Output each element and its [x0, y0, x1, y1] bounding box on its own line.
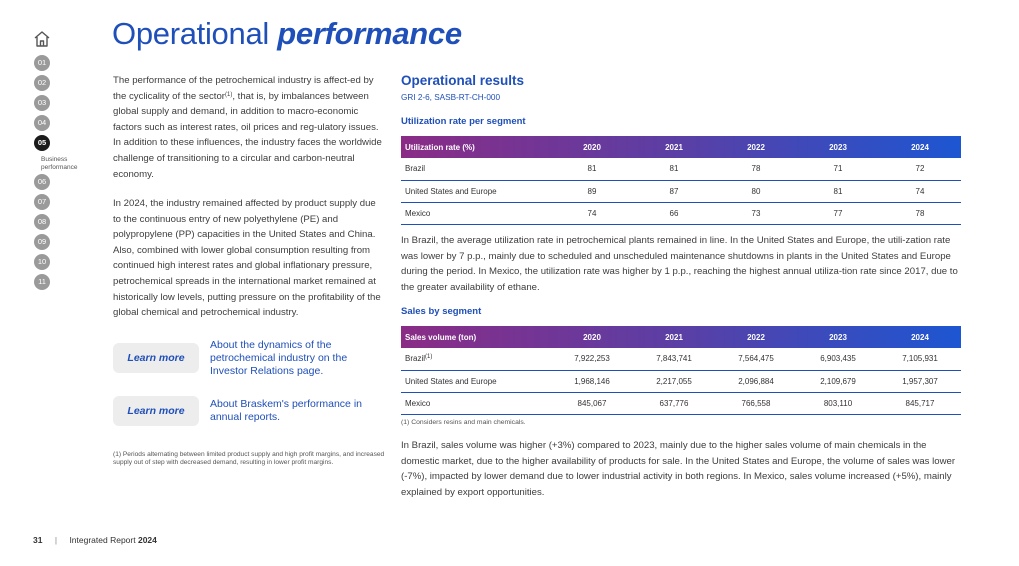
nav-item-11[interactable]: 11: [34, 274, 50, 290]
table-cell: Mexico: [401, 392, 551, 415]
table-cell: 81: [797, 180, 879, 203]
table-cell: 2,109,679: [797, 370, 879, 393]
table-cell: 2,096,884: [715, 370, 797, 393]
table-row: United States and Europe 89 87 80 81 74: [401, 180, 961, 203]
table-cell: 803,110: [797, 392, 879, 415]
sales-table-title: Sales by segment: [401, 306, 482, 317]
table-cell: United States and Europe: [401, 370, 551, 393]
table-cell: 78: [879, 202, 961, 225]
utilization-commentary: In Brazil, the average utilization rate …: [401, 235, 958, 293]
table-header: Sales volume (ton): [405, 332, 477, 342]
home-icon[interactable]: [33, 30, 51, 48]
table-header: 2020: [583, 142, 601, 152]
page-number: 31: [33, 535, 43, 545]
table-cell: 81: [633, 158, 715, 181]
table-cell: 6,903,435: [797, 348, 879, 371]
table-header: 2020: [583, 332, 601, 342]
table-cell: 74: [879, 180, 961, 203]
intro-text-a: The performance of the petrochemical ind…: [113, 75, 374, 102]
sales-table-footnote: (1) Considers resins and main chemicals.: [401, 419, 526, 426]
intro-paragraph: The performance of the petrochemical ind…: [113, 73, 385, 182]
nav-active-section-label: Business performance: [41, 156, 78, 171]
footnote-marker: (1): [425, 354, 433, 361]
table-header: 2023: [829, 142, 847, 152]
table-cell: 74: [551, 202, 633, 225]
nav-item-10[interactable]: 10: [34, 254, 50, 270]
nav-item-06[interactable]: 06: [34, 174, 50, 190]
nav-item-02[interactable]: 02: [34, 75, 50, 91]
utilization-table: Utilization rate (%) 2020 2021 2022 2023…: [401, 136, 961, 225]
table-cell: 2,217,055: [633, 370, 715, 393]
table-header: Utilization rate (%): [405, 142, 475, 152]
page-title-normal: Operational: [112, 16, 269, 51]
table-cell: 845,067: [551, 392, 633, 415]
learn-more-button-annual[interactable]: Learn more: [113, 396, 199, 426]
table-row: Mexico 74 66 73 77 78: [401, 202, 961, 225]
table-cell: 77: [797, 202, 879, 225]
table-cell: 766,558: [715, 392, 797, 415]
table-header-row: Sales volume (ton) 2020 2021 2022 2023 2…: [401, 326, 961, 348]
table-cell: 71: [797, 158, 879, 181]
table-header-row: Utilization rate (%) 2020 2021 2022 2023…: [401, 136, 961, 158]
left-footnote: (1) Periods alternating between limited …: [113, 451, 385, 467]
section-subtitle: GRI 2-6, SASB-RT-CH-000: [401, 93, 501, 102]
table-cell: 80: [715, 180, 797, 203]
page-title: Operational performance: [112, 16, 462, 52]
table-header: 2021: [665, 332, 683, 342]
table-cell: 78: [715, 158, 797, 181]
nav-item-07[interactable]: 07: [34, 194, 50, 210]
table-row: United States and Europe 1,968,146 2,217…: [401, 370, 961, 393]
nav-item-08[interactable]: 08: [34, 214, 50, 230]
row-label: Brazil: [405, 354, 426, 364]
table-cell: 7,105,931: [879, 348, 961, 371]
nav-item-05[interactable]: 05: [34, 135, 50, 151]
table-cell: 7,922,253: [551, 348, 633, 371]
table-cell: 72: [879, 158, 961, 181]
footnote-marker: (1): [224, 91, 233, 98]
table-row: Brazil(1) 7,922,253 7,843,741 7,564,475 …: [401, 348, 961, 371]
table-header: 2024: [911, 142, 929, 152]
nav-item-01[interactable]: 01: [34, 55, 50, 71]
table-cell: 637,776: [633, 392, 715, 415]
table-cell: Brazil(1): [401, 348, 551, 371]
table-cell: 73: [715, 202, 797, 225]
table-cell: 845,717: [879, 392, 961, 415]
page-footer: 31 | Integrated Report 2024: [33, 535, 157, 545]
table-row: Mexico 845,067 637,776 766,558 803,110 8…: [401, 392, 961, 415]
table-cell: Brazil: [401, 158, 551, 181]
utilization-table-title: Utilization rate per segment: [401, 116, 526, 127]
page-title-bold: performance: [277, 16, 462, 51]
footer-separator: |: [54, 535, 58, 545]
table-cell: 66: [633, 202, 715, 225]
sales-table: Sales volume (ton) 2020 2021 2022 2023 2…: [401, 326, 961, 415]
table-header: 2021: [665, 142, 683, 152]
table-header: 2023: [829, 332, 847, 342]
learn-more-link-ir[interactable]: About the dynamics of the petrochemical …: [210, 339, 348, 377]
table-cell: 1,957,307: [879, 370, 961, 393]
intro-text-b: , that is, by imbalances between global …: [113, 90, 382, 180]
table-row: Brazil 81 81 78 71 72: [401, 158, 961, 181]
nav-item-04[interactable]: 04: [34, 115, 50, 131]
table-header: 2024: [911, 332, 929, 342]
table-cell: 81: [551, 158, 633, 181]
sales-commentary: In Brazil, sales volume was higher (+3%)…: [401, 440, 956, 498]
table-cell: United States and Europe: [401, 180, 551, 203]
learn-more-link-annual[interactable]: About Braskem's performance in annual re…: [210, 398, 362, 423]
report-year: 2024: [137, 535, 157, 545]
table-cell: 1,968,146: [551, 370, 633, 393]
table-header: 2022: [747, 332, 765, 342]
report-name: Integrated Report: [69, 535, 136, 545]
nav-item-09[interactable]: 09: [34, 234, 50, 250]
section-title: Operational results: [401, 73, 525, 88]
table-cell: 89: [551, 180, 633, 203]
industry-paragraph: In 2024, the industry remained affected …: [113, 198, 381, 319]
learn-more-button-ir[interactable]: Learn more: [113, 343, 199, 373]
table-header: 2022: [747, 142, 765, 152]
nav-item-03[interactable]: 03: [34, 95, 50, 111]
table-cell: 87: [633, 180, 715, 203]
table-cell: Mexico: [401, 202, 551, 225]
table-cell: 7,564,475: [715, 348, 797, 371]
table-cell: 7,843,741: [633, 348, 715, 371]
